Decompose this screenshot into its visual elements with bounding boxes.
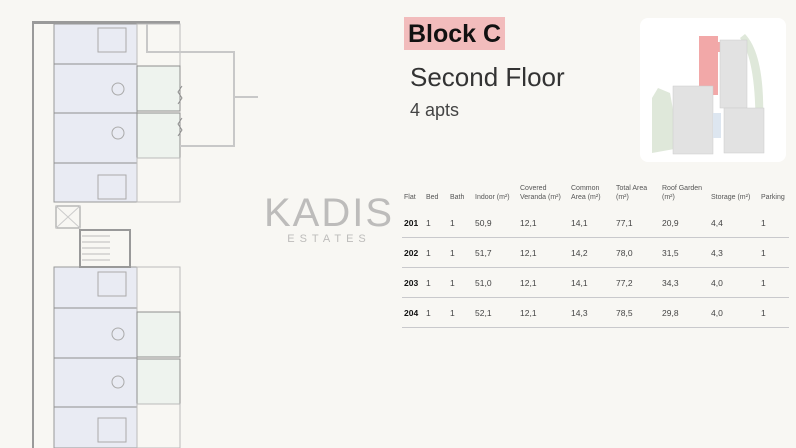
table-cell: 4,0	[709, 267, 759, 298]
table-cell: 1	[759, 237, 789, 268]
site-map	[640, 18, 786, 162]
table-row: 204 1 1 52,1 12,1 14,3 78,5 29,8 4,0 1	[402, 297, 789, 328]
table-cell: 1	[424, 208, 448, 238]
table-cell: 52,1	[473, 297, 518, 328]
table-cell: 14,3	[569, 297, 614, 328]
table-cell: 14,1	[569, 208, 614, 238]
table-cell: 51,7	[473, 237, 518, 268]
col-parking: Parking	[761, 194, 785, 201]
col-total-area: Total Area (m²)	[616, 185, 648, 201]
table-cell: 51,0	[473, 267, 518, 298]
col-indoor: Indoor (m²)	[475, 194, 510, 201]
col-flat: Flat	[404, 194, 416, 201]
table-cell: 34,3	[660, 267, 709, 298]
col-roof-garden: Roof Garden (m²)	[662, 185, 703, 201]
table-cell: 1	[759, 267, 789, 298]
table-cell: 50,9	[473, 208, 518, 238]
table-cell: 1	[448, 297, 473, 328]
col-covered-veranda: Covered Veranda (m²)	[520, 185, 561, 201]
table-cell: 77,1	[614, 208, 660, 238]
watermark-tagline: ESTATES	[287, 233, 371, 245]
table-cell: 201	[402, 208, 424, 238]
table-cell: 1	[448, 208, 473, 238]
table-row: 201 1 1 50,9 12,1 14,1 77,1 20,9 4,4 1	[402, 208, 789, 238]
col-bath: Bath	[450, 194, 465, 201]
table-cell: 1	[424, 297, 448, 328]
table-header-row: Flat Bed Bath Indoor (m²) Covered Verand…	[402, 184, 789, 208]
table-cell: 4,3	[709, 237, 759, 268]
table-cell: 78,5	[614, 297, 660, 328]
table-cell: 202	[402, 237, 424, 268]
table-row: 203 1 1 51,0 12,1 14,1 77,2 34,3 4,0 1	[402, 267, 789, 298]
floor-plan	[32, 21, 258, 448]
col-common-area: Common Area (m²)	[571, 185, 601, 201]
table-cell: 12,1	[518, 237, 569, 268]
watermark-name: KADIS	[263, 191, 395, 235]
table-cell: 78,0	[614, 237, 660, 268]
table-cell: 1	[424, 237, 448, 268]
table-cell: 77,2	[614, 267, 660, 298]
table-cell: 1	[759, 297, 789, 328]
table-row: 202 1 1 51,7 12,1 14,2 78,0 31,5 4,3 1	[402, 237, 789, 268]
table-cell: 14,2	[569, 237, 614, 268]
col-storage: Storage (m²)	[711, 194, 751, 201]
table-cell: 14,1	[569, 267, 614, 298]
kadis-estates-watermark: KADIS ESTATES	[262, 193, 396, 245]
table-cell: 31,5	[660, 237, 709, 268]
table-cell: 203	[402, 267, 424, 298]
table-cell: 12,1	[518, 297, 569, 328]
table-cell: 1	[448, 237, 473, 268]
col-bed: Bed	[426, 194, 439, 201]
table-cell: 1	[424, 267, 448, 298]
table-cell: 20,9	[660, 208, 709, 238]
table-cell: 12,1	[518, 267, 569, 298]
apartment-count: 4 apts	[410, 100, 460, 120]
apartments-table: Flat Bed Bath Indoor (m²) Covered Verand…	[402, 184, 789, 328]
floor-subtitle: Second Floor	[410, 62, 565, 92]
table-cell: 4,4	[709, 208, 759, 238]
table-cell: 1	[759, 208, 789, 238]
table-body: 201 1 1 50,9 12,1 14,1 77,1 20,9 4,4 1 202 1 1 51,7 12…	[402, 208, 789, 328]
table-cell: 1	[448, 267, 473, 298]
block-title: Block C	[404, 17, 506, 50]
table-cell: 29,8	[660, 297, 709, 328]
table-cell: 204	[402, 297, 424, 328]
table-cell: 12,1	[518, 208, 569, 238]
table-cell: 4,0	[709, 297, 759, 328]
